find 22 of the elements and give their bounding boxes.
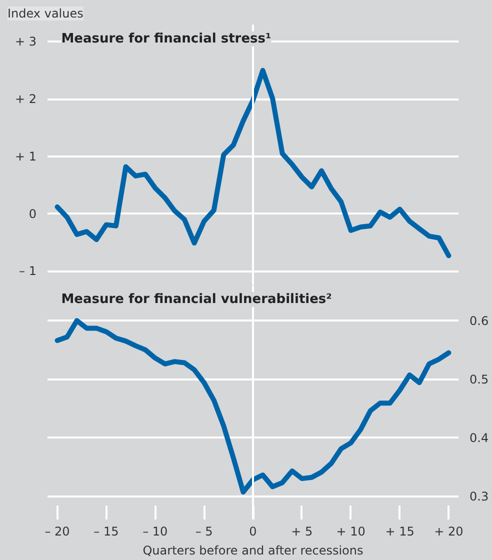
y2-tick-label: 0.4 [470,431,489,446]
x-tick-label: – 15 [94,524,119,538]
x-tick-label: – 10 [142,524,168,538]
x-tick-label: – 5 [195,524,213,538]
y-tick-label: + 3 [14,34,37,49]
y-tick-label: – 1 [19,264,37,278]
x-tick-label: + 15 [385,524,414,538]
text: Measure for financial vulnerabilities² [61,292,332,308]
y-tick-label: + 1 [14,149,37,164]
text: Measure for financial stress¹ [61,31,272,46]
x-tick-label: + 20 [434,524,464,538]
x-tick-label: + 5 [291,524,313,538]
y2-tick-label: 0.6 [470,314,489,328]
y-tick-label: + 2 [14,92,37,106]
y-axis-title: Index values [8,6,84,20]
y2-tick-label: 0.5 [470,372,489,387]
x-tick-label: 0 [249,524,257,538]
y2-tick-label: 0.3 [470,490,489,504]
x-tick-label: + 10 [336,524,366,538]
y-tick-label: 0 [28,206,37,221]
x-tick-label: – 20 [44,524,70,538]
x-axis-title: Quarters before and after recessions [142,544,364,558]
